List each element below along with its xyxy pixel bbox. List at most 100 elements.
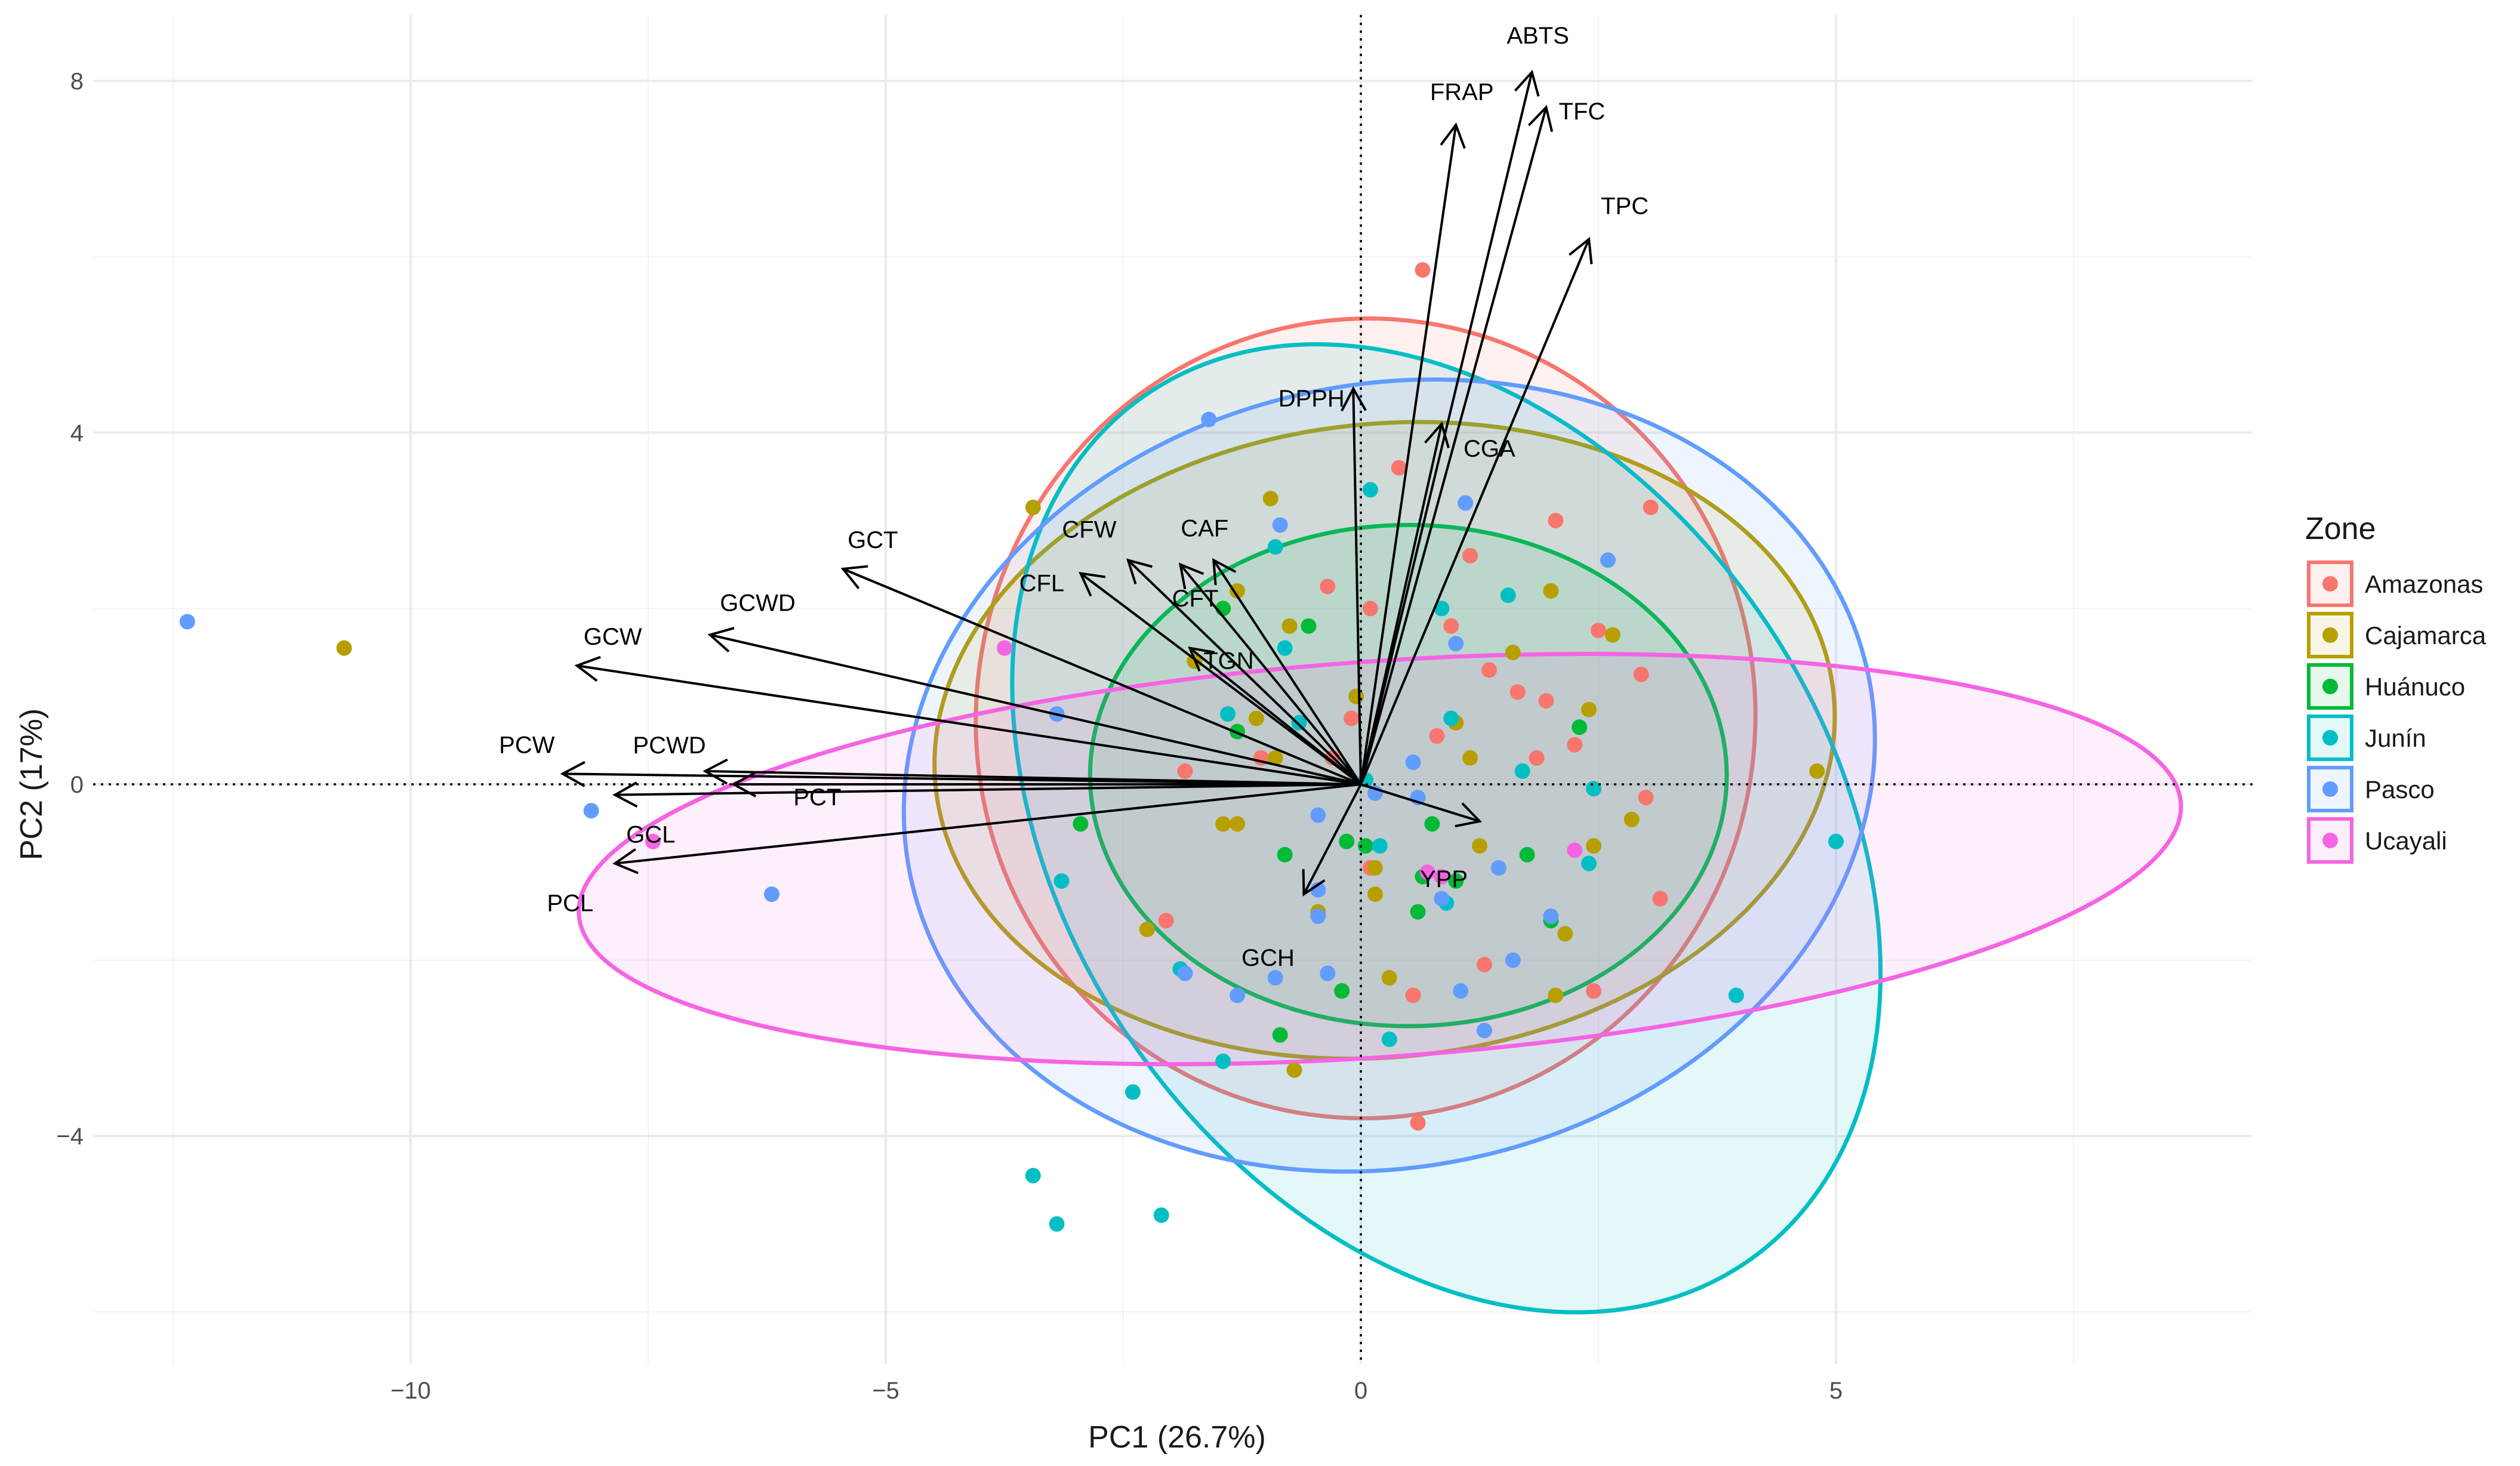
- data-point: [1458, 495, 1474, 511]
- loading-arrow-abts: [1360, 72, 1533, 785]
- arrowhead-pcwd: [703, 758, 728, 785]
- data-point: [1529, 750, 1545, 766]
- data-point: [1543, 583, 1559, 599]
- data-point: [1320, 578, 1336, 595]
- data-point: [1581, 855, 1597, 871]
- data-point: [1586, 781, 1602, 797]
- loading-arrow-pcl: [615, 783, 1361, 865]
- data-point: [1025, 1168, 1041, 1184]
- loading-label-cfl: CFL: [1019, 570, 1065, 596]
- arrowhead-pcw: [560, 760, 586, 787]
- loading-arrow-pcw: [562, 772, 1361, 786]
- loading-arrow-gcl: [615, 783, 1361, 796]
- loading-label-caf: CAF: [1181, 515, 1228, 541]
- data-point: [1415, 262, 1431, 278]
- loading-arrow-cfl: [1080, 572, 1362, 786]
- legend-item-ucayali: Ucayali: [2307, 817, 2447, 864]
- data-point: [1514, 763, 1530, 779]
- data-point: [1572, 719, 1588, 735]
- loading-arrow-gch: [1302, 784, 1362, 895]
- axis-ticks: −10 −5 0 5 −4 0 4 8: [56, 69, 1843, 1404]
- data-point: [1424, 816, 1440, 832]
- data-point: [1301, 618, 1317, 634]
- legend-label-amazonas: Amazonas: [2365, 570, 2483, 598]
- loading-label-pct: PCT: [793, 784, 841, 811]
- data-point: [1419, 864, 1435, 880]
- loading-label-gcl: GCL: [626, 822, 675, 848]
- data-point: [1443, 618, 1459, 634]
- x-tick-label: 5: [1829, 1378, 1843, 1404]
- data-point: [1286, 1062, 1302, 1078]
- arrowhead-cga: [1424, 421, 1450, 448]
- data-point: [1434, 891, 1450, 907]
- loading-arrow-caf: [1212, 559, 1362, 786]
- loading-label-gcwd: GCWD: [720, 590, 796, 617]
- data-point: [1448, 873, 1464, 889]
- data-point: [1828, 833, 1844, 849]
- data-point: [1443, 710, 1459, 726]
- data-point: [1177, 965, 1193, 981]
- data-point: [1339, 833, 1355, 849]
- legend-label-junin: Junín: [2365, 724, 2426, 752]
- y-axis-title: PC2 (17%): [14, 709, 49, 860]
- data-point: [1267, 539, 1283, 555]
- data-point: [1248, 710, 1264, 726]
- data-point: [1334, 983, 1350, 999]
- data-point: [1434, 868, 1450, 885]
- arrowhead-frap: [1440, 122, 1466, 149]
- data-point: [1462, 548, 1478, 564]
- data-point: [1362, 482, 1378, 498]
- loading-label-ypp: YPP: [1420, 866, 1468, 892]
- data-point: [336, 640, 352, 656]
- data-point: [1357, 838, 1373, 854]
- data-point: [1049, 1216, 1065, 1232]
- loading-label-gch: GCH: [1241, 945, 1295, 971]
- loading-label-gct: GCT: [848, 527, 898, 553]
- data-point: [1462, 750, 1478, 766]
- legend-point-cajamarca: [2322, 627, 2338, 643]
- data-point: [1586, 838, 1602, 854]
- data-point: [1509, 684, 1526, 700]
- data-point: [1220, 706, 1236, 722]
- data-point: [1809, 763, 1825, 779]
- data-point: [1519, 846, 1535, 863]
- loading-label-cga: CGA: [1464, 436, 1515, 462]
- arrowhead-gcl: [612, 781, 638, 808]
- data-point: [1025, 500, 1041, 516]
- loading-arrow-frap: [1360, 124, 1458, 785]
- data-point: [1381, 1031, 1397, 1048]
- confidence-ellipses: [577, 316, 2183, 1315]
- arrowhead-abts: [1514, 69, 1540, 97]
- data-point: [1177, 763, 1193, 779]
- data-point: [1153, 1207, 1169, 1223]
- legend-item-cajamarca: Cajamarca: [2307, 612, 2487, 658]
- legend-point-huanuco: [2322, 679, 2338, 694]
- loading-arrow-gct: [842, 568, 1361, 786]
- x-tick-label: −10: [390, 1378, 431, 1404]
- data-point: [1053, 873, 1070, 889]
- data-point: [179, 614, 195, 630]
- loading-arrow-cft: [1179, 563, 1362, 786]
- arrowhead-caf: [1212, 558, 1237, 586]
- data-point: [1643, 500, 1659, 516]
- data-point: [1272, 1027, 1288, 1043]
- data-point: [1453, 983, 1469, 999]
- loading-arrow-ypp: [1360, 783, 1480, 823]
- data-point: [1381, 970, 1397, 986]
- legend-point-ucayali: [2322, 833, 2338, 848]
- data-point: [1215, 816, 1231, 832]
- loading-arrow-cga: [1360, 423, 1443, 785]
- data-point: [1310, 807, 1326, 823]
- loading-label-dpph: DPPH: [1279, 386, 1345, 412]
- loading-label-abts: ABTS: [1507, 23, 1569, 49]
- data-point: [1410, 1115, 1426, 1131]
- data-point: [1230, 987, 1246, 1003]
- data-point: [1201, 411, 1217, 427]
- data-point: [1538, 693, 1554, 709]
- data-point: [1367, 886, 1383, 903]
- data-point: [1158, 913, 1174, 929]
- arrowhead-gcw: [574, 655, 601, 682]
- data-point: [1405, 987, 1421, 1003]
- legend-label-pasco: Pasco: [2365, 775, 2435, 803]
- data-point: [1591, 623, 1606, 639]
